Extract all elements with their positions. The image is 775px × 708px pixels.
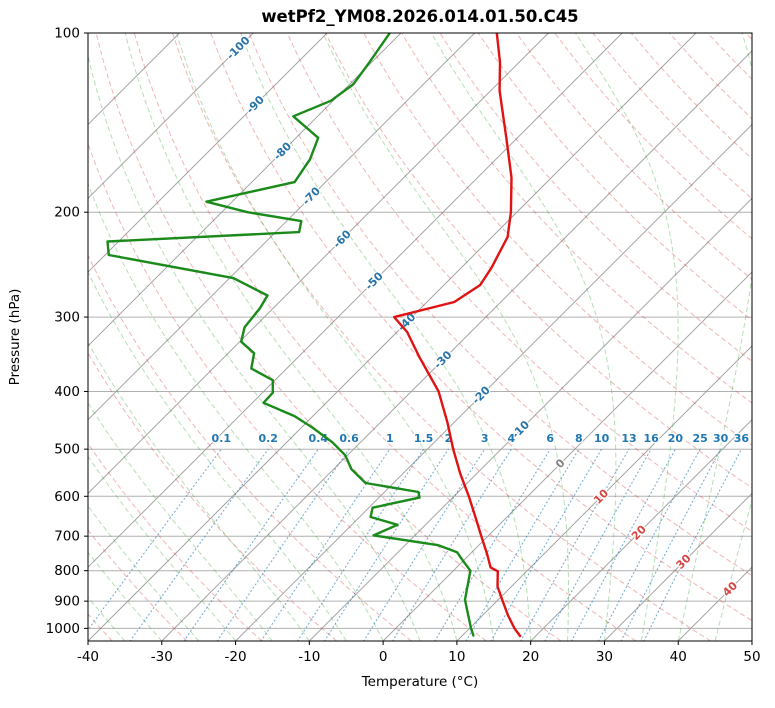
chart-title: wetPf2_YM08.2026.014.01.50.C45 — [261, 7, 579, 26]
pressure-gridlines — [88, 33, 752, 629]
svg-text:300: 300 — [54, 310, 80, 326]
mixing-ratio-lines — [88, 448, 742, 641]
svg-text:40: 40 — [670, 649, 687, 665]
svg-text:0.2: 0.2 — [258, 432, 278, 445]
mixing-ratio-labels: 0.1 0.2 0.4 0.6 1 1.5 2 3 4 6 8 10 13 16 20 25 30 36 — [210, 431, 750, 447]
temperature-curve — [393, 33, 522, 638]
svg-text:200: 200 — [54, 205, 80, 221]
svg-text:30: 30 — [596, 649, 613, 665]
svg-text:900: 900 — [54, 594, 80, 610]
svg-text:1000: 1000 — [46, 621, 80, 637]
dry-adiabats — [88, 33, 752, 641]
isotherms — [88, 33, 752, 641]
moist-adiabats — [88, 33, 752, 641]
svg-text:-20: -20 — [225, 649, 247, 665]
svg-text:700: 700 — [54, 529, 80, 545]
svg-text:0: 0 — [379, 649, 388, 665]
svg-text:8: 8 — [575, 432, 583, 445]
svg-text:600: 600 — [54, 489, 80, 505]
svg-text:400: 400 — [54, 384, 80, 400]
svg-text:16: 16 — [643, 432, 659, 445]
svg-text:1.5: 1.5 — [414, 432, 434, 445]
plot-border — [87, 32, 753, 642]
dewpoint-curve — [106, 33, 475, 637]
svg-text:3: 3 — [481, 432, 489, 445]
svg-text:20: 20 — [668, 432, 684, 445]
svg-text:0.4: 0.4 — [309, 432, 329, 445]
x-axis-ticks: -40 -30 -20 -10 0 10 20 30 40 50 — [77, 641, 761, 665]
svg-text:36: 36 — [734, 432, 750, 445]
svg-text:100: 100 — [54, 26, 80, 42]
svg-text:800: 800 — [54, 563, 80, 579]
svg-text:10: 10 — [448, 649, 465, 665]
plot-area: -100-90-80-70-60-50-40-30-20-10010203040… — [88, 33, 752, 641]
svg-text:20: 20 — [522, 649, 539, 665]
y-axis-ticks: 100 200 300 400 500 600 700 800 900 1000 — [46, 26, 88, 637]
svg-text:-30: -30 — [151, 649, 173, 665]
svg-text:2: 2 — [445, 432, 453, 445]
svg-text:50: 50 — [743, 649, 760, 665]
svg-text:500: 500 — [54, 442, 80, 458]
svg-text:-40: -40 — [77, 649, 99, 665]
svg-text:30: 30 — [713, 432, 729, 445]
svg-text:0.1: 0.1 — [212, 432, 232, 445]
svg-text:6: 6 — [546, 432, 554, 445]
svg-text:25: 25 — [692, 432, 707, 445]
svg-text:-10: -10 — [298, 649, 320, 665]
svg-text:0.6: 0.6 — [339, 432, 359, 445]
svg-text:10: 10 — [594, 432, 610, 445]
x-axis-label: Temperature (°C) — [361, 674, 479, 690]
svg-text:1: 1 — [386, 432, 394, 445]
svg-text:13: 13 — [621, 432, 636, 445]
svg-text:4: 4 — [507, 432, 515, 445]
